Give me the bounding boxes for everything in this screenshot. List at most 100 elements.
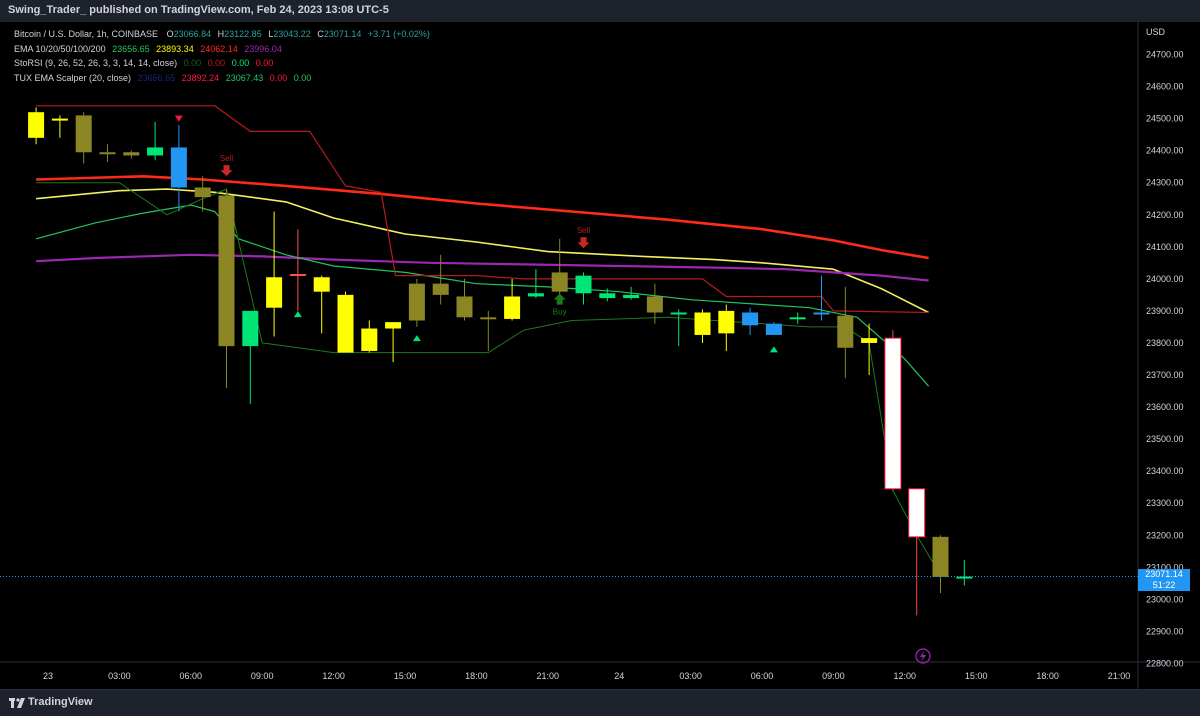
bar-countdown: 51:22 — [1152, 580, 1176, 590]
candle-body — [670, 312, 687, 315]
candle-body — [313, 277, 330, 292]
candle-body — [432, 283, 449, 295]
close-value: 23071.14 — [323, 29, 362, 39]
price-chart[interactable]: 24700.00 24600.00 24500.00 24400.00 24300.00… — [0, 22, 1200, 689]
sell-signal-label: Sell — [220, 154, 234, 163]
buy-arrow-icon — [553, 293, 566, 305]
price-tick-label: 24100.00 — [1146, 242, 1184, 252]
time-tick-label: 23 — [43, 671, 53, 681]
legend: Bitcoin / U.S. Dollar, 1h, COINBASE O230… — [14, 27, 430, 85]
time-tick-label: 15:00 — [394, 671, 417, 681]
time-axis[interactable]: 23 03:00 06:00 09:00 12:00 15:00 18:00 21:00 24 0… — [43, 671, 1130, 681]
candles — [28, 107, 973, 616]
candle-body — [337, 294, 354, 353]
up-triangle-icon — [293, 311, 302, 318]
time-tick-label: 03:00 — [108, 671, 131, 681]
candle-body — [837, 315, 854, 348]
candle-body — [28, 112, 45, 138]
tux-value-3: 23067.43 — [225, 72, 264, 83]
legend-symbol-row: Bitcoin / U.S. Dollar, 1h, COINBASE O230… — [14, 27, 430, 42]
price-tick-label: 24600.00 — [1146, 82, 1184, 92]
publish-header: Swing_Trader_ published on TradingView.c… — [0, 0, 1200, 23]
candle-body — [266, 277, 283, 308]
price-tick-label: 23400.00 — [1146, 466, 1184, 476]
storsi-value-2: 0.00 — [207, 58, 226, 68]
candle-body — [147, 147, 164, 156]
price-tick-label: 23700.00 — [1146, 370, 1184, 380]
tux-value-1: 23656.65 — [137, 72, 176, 83]
time-tick-label: 21:00 — [537, 671, 560, 681]
price-tick-label: 23500.00 — [1146, 434, 1184, 444]
ema-value-1: 23656.65 — [112, 43, 150, 54]
price-axis[interactable]: 24700.00 24600.00 24500.00 24400.00 24300.00… — [1146, 50, 1184, 669]
time-tick-label: 21:00 — [1108, 671, 1131, 681]
candle-body — [765, 323, 782, 335]
candle-body — [361, 328, 378, 351]
candle-body — [289, 274, 306, 277]
low-label: L — [268, 29, 274, 39]
candle-body — [194, 187, 211, 198]
candle-body — [385, 322, 402, 329]
candle-body — [480, 317, 497, 320]
price-tick-label: 22900.00 — [1146, 626, 1184, 636]
candle-body — [527, 293, 544, 297]
high-label: H — [217, 29, 225, 39]
candle-body — [75, 115, 92, 153]
lightning-icon[interactable] — [915, 648, 931, 664]
candle-body — [956, 576, 973, 579]
time-tick-label: 03:00 — [679, 671, 702, 681]
candle-body — [742, 312, 759, 326]
candle-body — [599, 293, 616, 299]
candle-body — [170, 147, 187, 188]
price-tick-label: 24400.00 — [1146, 146, 1184, 156]
indicator-line — [36, 188, 929, 314]
legend-ema-row[interactable]: EMA 10/20/50/100/200 23656.65 23893.34 2… — [14, 42, 430, 57]
legend-storsi-row[interactable]: StoRSI (9, 26, 52, 26, 3, 3, 14, 14, clo… — [14, 56, 430, 71]
price-tick-label: 24700.00 — [1146, 50, 1184, 60]
buy-signal-label: Buy — [553, 308, 567, 317]
indicator-line — [36, 182, 941, 576]
time-tick-label: 18:00 — [465, 671, 488, 681]
change-value: +3.71 (+0.02%) — [367, 29, 430, 39]
storsi-value-1: 0.00 — [183, 58, 202, 68]
time-tick-label: 12:00 — [322, 671, 345, 681]
brand-label[interactable]: TradingView — [28, 696, 93, 708]
open-label: O — [166, 29, 174, 39]
chart-background — [0, 22, 1200, 689]
ema-value-4: 23996.04 — [244, 43, 282, 54]
close-label: C — [317, 29, 324, 39]
legend-tux-row[interactable]: TUX EMA Scalper (20, close) 23656.65 238… — [14, 71, 430, 86]
price-tick-label: 23600.00 — [1146, 402, 1184, 412]
time-tick-label: 12:00 — [894, 671, 917, 681]
high-value: 23122.85 — [224, 29, 262, 39]
indicator-line — [36, 175, 929, 260]
candle-body — [789, 317, 806, 320]
up-triangle-icon — [769, 346, 778, 353]
tradingview-logo-icon[interactable] — [9, 697, 25, 709]
open-value: 23066.84 — [173, 29, 212, 39]
candle-body — [51, 118, 68, 121]
candle-body — [884, 337, 902, 490]
last-price-value: 23071.14 — [1145, 569, 1183, 579]
candle-body — [646, 296, 663, 313]
price-tick-label: 23800.00 — [1146, 338, 1184, 348]
tux-value-4: 0.00 — [269, 72, 288, 83]
storsi-value-3: 0.00 — [231, 58, 250, 68]
time-tick-label: 18:00 — [1036, 671, 1059, 681]
sell-arrow-icon — [220, 165, 233, 177]
up-triangle-icon — [412, 335, 421, 342]
signals: Sell Sell Buy — [174, 115, 778, 353]
price-tick-label: 24300.00 — [1146, 178, 1184, 188]
price-tick-label: 23900.00 — [1146, 306, 1184, 316]
candle-body — [218, 195, 235, 347]
candle-body — [718, 310, 735, 334]
price-tick-label: 23300.00 — [1146, 498, 1184, 508]
candle-body — [932, 536, 949, 577]
indicator-line — [36, 105, 929, 314]
price-tick-label: 22800.00 — [1146, 658, 1184, 668]
indicator-line — [36, 253, 929, 282]
down-triangle-icon — [174, 115, 183, 122]
price-tick-label: 24000.00 — [1146, 274, 1184, 284]
price-tick-label: 24500.00 — [1146, 114, 1184, 124]
time-tick-label: 06:00 — [751, 671, 774, 681]
